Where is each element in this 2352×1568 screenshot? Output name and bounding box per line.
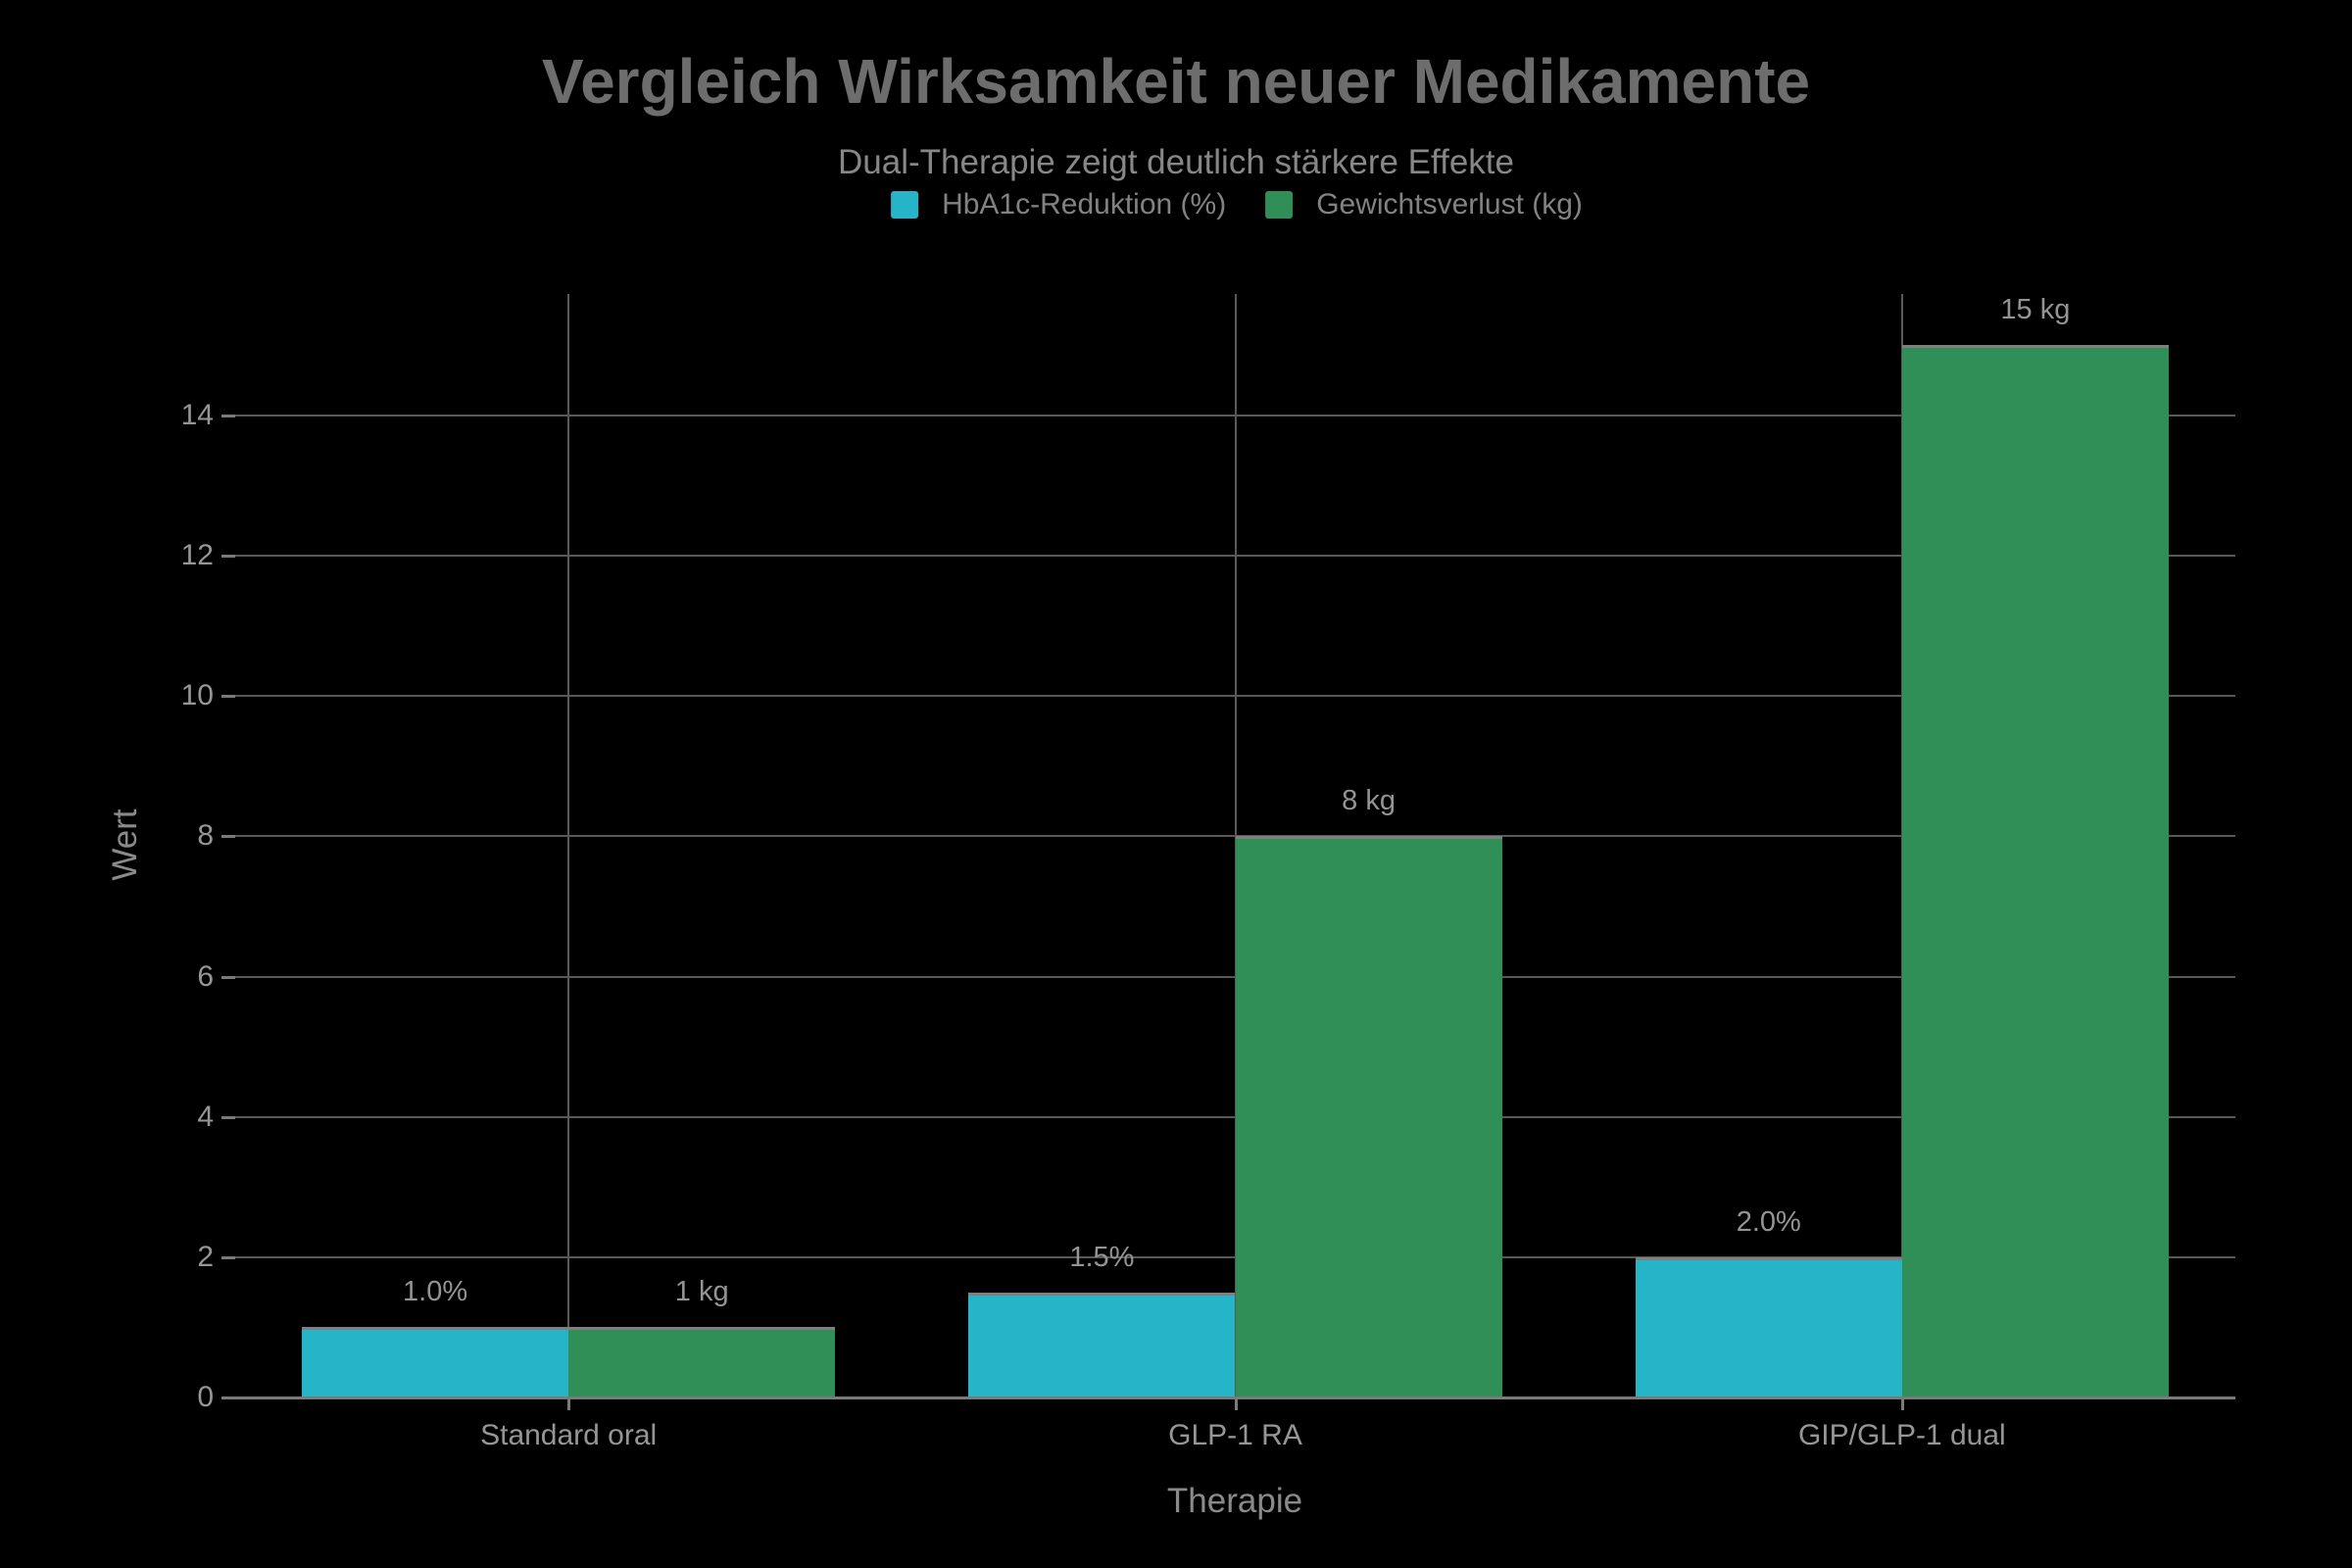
legend: HbA1c-Reduktion (%) Gewichtsverlust (kg) — [891, 188, 1583, 221]
chart-title: Vergleich Wirksamkeit neuer Medikamente — [541, 46, 1811, 117]
x-category-label-standard-oral: Standard oral — [480, 1419, 658, 1451]
x-category-label-gip-glp-1-dual: GIP/GLP-1 dual — [1797, 1419, 2006, 1451]
x-axis-tick-glp-1-ra — [1234, 1397, 1238, 1410]
bar-value-label-gewichtsverlust-kg-standard-oral: 1 kg — [674, 1276, 729, 1308]
y-tick-label-8: 8 — [197, 819, 214, 853]
bar-value-label-gewichtsverlust-kg-glp-1-ra: 8 kg — [1342, 785, 1396, 817]
legend-swatch-icon — [1265, 191, 1294, 219]
legend-item-hba1c-reduktion[interactable]: HbA1c-Reduktion (%) — [891, 188, 1226, 221]
x-axis-tick-standard-oral — [567, 1397, 571, 1410]
x-category-label-glp-1-ra: GLP-1 RA — [1168, 1419, 1302, 1451]
y-tick-label-14: 14 — [180, 398, 214, 431]
y-axis-tick-0 — [221, 1396, 235, 1399]
chart-subtitle: Dual-Therapie zeigt deutlich stärkere Ef… — [838, 143, 1514, 181]
y-tick-label-2: 2 — [197, 1240, 214, 1273]
y-axis-tick-2 — [221, 1255, 235, 1259]
y-axis-tick-8 — [221, 835, 235, 839]
bar-hba1c-reduktion-standard-oral — [302, 1327, 569, 1397]
y-tick-label-10: 10 — [180, 679, 214, 712]
legend-label: Gewichtsverlust (kg) — [1316, 188, 1583, 220]
x-axis-title: Therapie — [1166, 1482, 1303, 1520]
legend-label: HbA1c-Reduktion (%) — [942, 188, 1227, 220]
bar-value-label-gewichtsverlust-kg-gip-glp-1-dual: 15 kg — [2000, 294, 2071, 326]
y-axis-tick-14 — [221, 414, 235, 417]
legend-swatch-icon — [891, 191, 919, 219]
y-axis-tick-10 — [221, 695, 235, 699]
bar-gewichtsverlust-kg-glp-1-ra — [1235, 836, 1502, 1397]
bar-hba1c-reduktion-gip-glp-1-dual — [1635, 1256, 1902, 1397]
x-axis-tick-gip-glp-1-dual — [1900, 1397, 1904, 1410]
bar-value-label-hba1c-reduktion-gip-glp-1-dual: 2.0% — [1736, 1205, 1801, 1238]
bar-gewichtsverlust-kg-standard-oral — [568, 1327, 836, 1397]
bar-value-label-hba1c-reduktion-standard-oral: 1.0% — [403, 1276, 468, 1308]
bar-value-label-hba1c-reduktion-glp-1-ra: 1.5% — [1069, 1241, 1135, 1273]
y-tick-label-4: 4 — [197, 1100, 214, 1133]
legend-item-gewichtsverlust-kg[interactable]: Gewichtsverlust (kg) — [1265, 188, 1583, 221]
bar-hba1c-reduktion-glp-1-ra — [968, 1292, 1236, 1397]
y-tick-label-6: 6 — [197, 959, 214, 993]
y-axis-tick-12 — [221, 555, 235, 558]
y-axis-tick-6 — [221, 975, 235, 979]
y-tick-label-0: 0 — [197, 1381, 214, 1413]
x-gridline-standard-oral — [567, 294, 570, 1397]
bar-gewichtsverlust-kg-gip-glp-1-dual — [1901, 345, 2169, 1397]
y-tick-label-12: 12 — [180, 539, 214, 571]
y-axis-tick-4 — [221, 1115, 235, 1119]
